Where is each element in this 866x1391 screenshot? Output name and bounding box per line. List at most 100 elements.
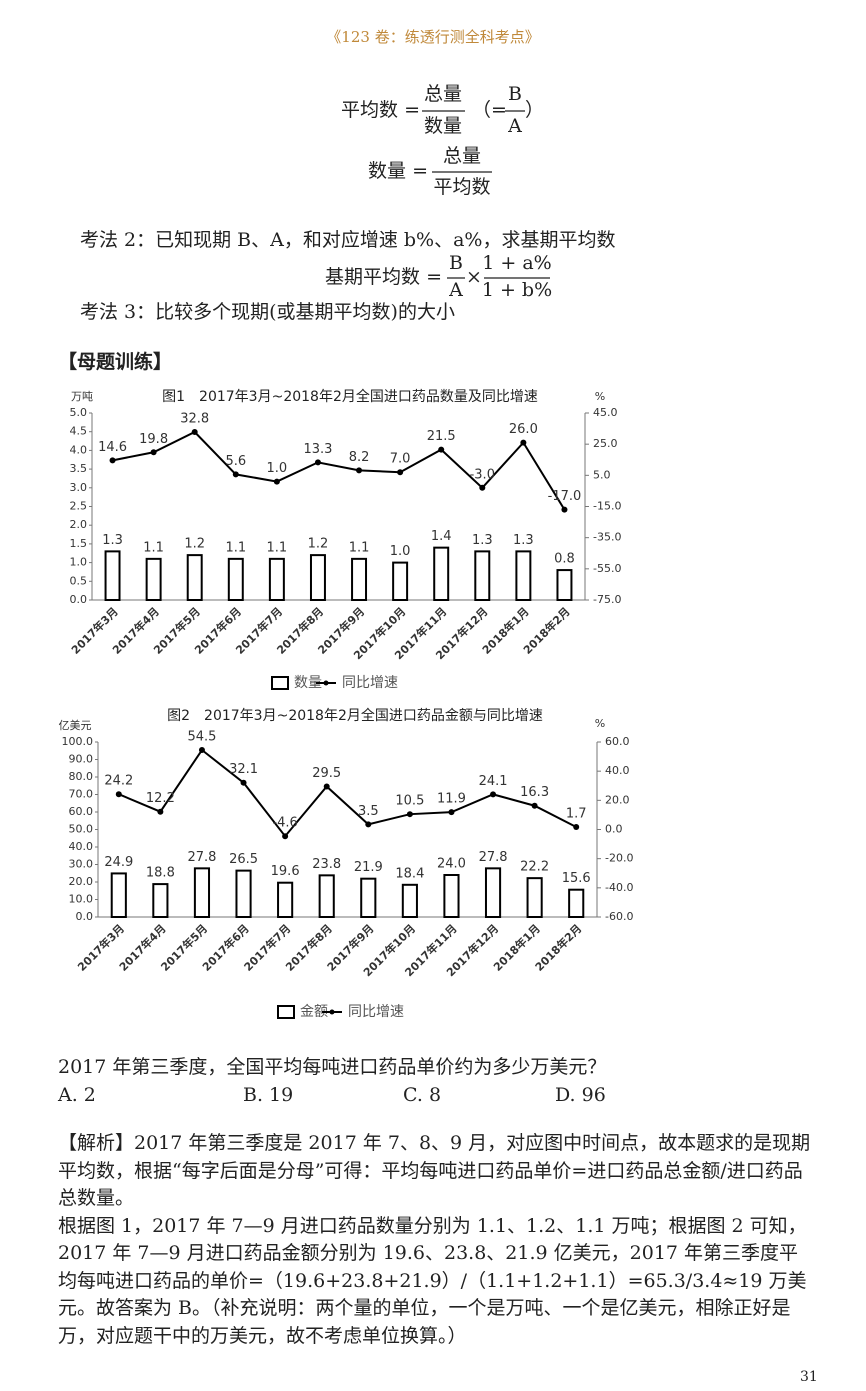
bar	[443, 874, 460, 918]
data-label: 54.5	[187, 730, 216, 745]
data-label: 26.5	[229, 852, 258, 867]
method: 考法 2：已知现期 B、A，和对应增速 b%、a%，求基期平均数	[80, 229, 616, 251]
data-label: 10.5	[395, 794, 424, 809]
line-point	[520, 439, 527, 446]
line-point	[438, 446, 445, 453]
y2-tick-label: -40.0	[605, 881, 633, 894]
legend-label: 金额	[300, 1004, 328, 1020]
data-label: 27.8	[479, 850, 508, 865]
y-tick-label: 80.0	[69, 770, 94, 783]
header: 《123 卷：练透行测全科考点》	[326, 28, 539, 46]
y2-tick-label: 60.0	[605, 735, 630, 748]
data-label: 27.8	[187, 850, 216, 865]
option[interactable]: A. 2	[57, 1084, 96, 1106]
y-tick-label: 40.0	[69, 840, 94, 853]
formula-lhs: 基期平均数 =	[325, 266, 442, 288]
line-point	[356, 467, 363, 474]
line-point	[157, 808, 164, 815]
y2-tick-label: -20.0	[605, 852, 633, 865]
bar	[227, 557, 244, 601]
y-tick-label: 20.0	[69, 875, 94, 888]
y2-tick-label: -60.0	[605, 910, 633, 923]
formula-lhs: 数量 =	[368, 160, 428, 182]
bar	[556, 569, 573, 602]
y2-tick-label: -75.0	[593, 593, 621, 606]
bar	[277, 881, 294, 919]
line-point	[191, 429, 198, 436]
line-point	[150, 449, 157, 456]
data-label: 19.8	[139, 432, 168, 447]
line-point	[273, 478, 280, 485]
data-label: 21.5	[427, 429, 456, 444]
bar	[515, 550, 532, 602]
bar	[193, 867, 211, 918]
axis-unit: %	[595, 717, 605, 730]
bar	[351, 557, 368, 601]
y-tick-label: 0.5	[70, 574, 88, 587]
y-tick-label: 1.5	[70, 537, 88, 550]
bar	[145, 557, 162, 601]
denominator: 数量	[424, 115, 462, 137]
y-tick-label: 1.0	[70, 556, 88, 569]
legend-label: 同比增速	[342, 675, 398, 691]
data-label: -17.0	[548, 489, 582, 504]
numerator: B	[449, 252, 463, 274]
line-point	[198, 747, 205, 754]
option[interactable]: C. 8	[403, 1084, 441, 1106]
data-label: 7.0	[390, 452, 411, 467]
data-label: 14.6	[98, 440, 127, 455]
alt-prefix: （=	[472, 99, 507, 121]
line-point	[561, 506, 568, 513]
y-tick-label: 30.0	[69, 858, 94, 871]
axis-unit: 亿美元	[59, 719, 92, 732]
data-label: 1.7	[566, 807, 587, 822]
y2-tick-label: 40.0	[605, 764, 630, 777]
y2-tick-label: 5.0	[593, 468, 611, 481]
y2-tick-label: -15.0	[593, 500, 621, 513]
numerator: 1 + a%	[482, 252, 551, 274]
data-label: 1.3	[472, 533, 493, 548]
chart-title: 图1 2017年3月~2018年2月全国进口药品数量及同比增速	[162, 388, 538, 405]
bar	[484, 867, 502, 918]
line-point	[109, 457, 116, 464]
line-point	[365, 821, 372, 828]
line-point	[479, 484, 486, 491]
data-label: 1.1	[349, 540, 370, 555]
bar	[360, 877, 377, 918]
bar	[526, 877, 543, 919]
line-point	[232, 471, 239, 478]
y2-tick-label: 25.0	[593, 437, 618, 450]
option[interactable]: D. 96	[555, 1084, 606, 1106]
denominator: 平均数	[433, 176, 490, 198]
bar	[433, 546, 450, 602]
data-label: 26.0	[509, 422, 538, 437]
bar	[392, 561, 409, 601]
y-tick-label: 70.0	[69, 788, 94, 801]
method: 考法 3：比较多个现期(或基期平均数)的大小	[80, 301, 455, 323]
bar	[268, 557, 285, 601]
line-point	[115, 791, 122, 798]
numerator: 总量	[424, 83, 462, 105]
data-label: 1.3	[102, 533, 123, 548]
formula-lhs: 平均数 =	[341, 99, 420, 121]
y-tick-label: 5.0	[70, 406, 88, 419]
line-point	[448, 809, 455, 816]
section-title: 【母题训练】	[58, 350, 172, 373]
data-label: 1.4	[431, 529, 452, 544]
option[interactable]: B. 19	[243, 1084, 293, 1106]
axis-unit: %	[595, 390, 605, 403]
y-tick-label: 4.0	[70, 443, 88, 456]
bar	[186, 554, 203, 601]
data-label: 24.9	[104, 855, 133, 870]
line-series	[112, 430, 566, 511]
denominator: A	[448, 279, 463, 301]
data-label: 1.1	[143, 540, 164, 555]
y-tick-label: 4.5	[70, 425, 88, 438]
data-label: 23.8	[312, 857, 341, 872]
legend-label: 同比增速	[348, 1004, 404, 1020]
bar	[568, 888, 585, 919]
bar	[401, 883, 418, 918]
bar	[110, 872, 127, 918]
page-number: 31	[800, 1369, 818, 1385]
data-label: 8.2	[349, 450, 370, 465]
